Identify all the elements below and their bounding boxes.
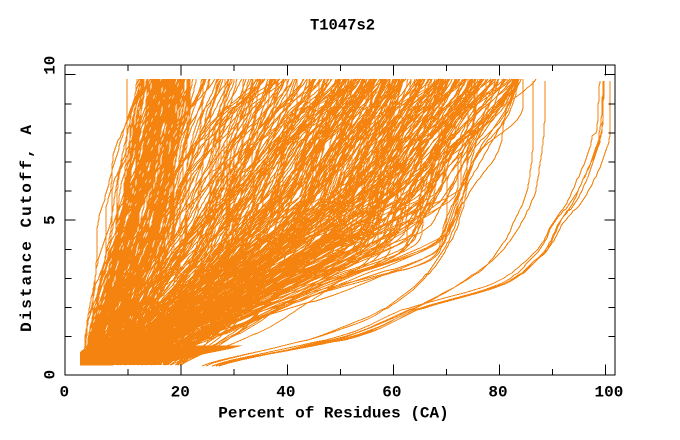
svg-text:0: 0 xyxy=(59,384,69,402)
svg-text:Percent of Residues (CA): Percent of Residues (CA) xyxy=(218,405,448,423)
svg-text:Distance Cutoff, A: Distance Cutoff, A xyxy=(18,123,36,332)
svg-text:100: 100 xyxy=(594,384,623,402)
svg-text:40: 40 xyxy=(276,384,295,402)
svg-text:T1047s2: T1047s2 xyxy=(310,16,375,34)
svg-text:10: 10 xyxy=(42,56,60,75)
svg-text:5: 5 xyxy=(42,215,60,225)
svg-text:20: 20 xyxy=(171,384,190,402)
svg-text:60: 60 xyxy=(382,384,401,402)
svg-text:0: 0 xyxy=(42,370,60,380)
svg-text:80: 80 xyxy=(488,384,507,402)
